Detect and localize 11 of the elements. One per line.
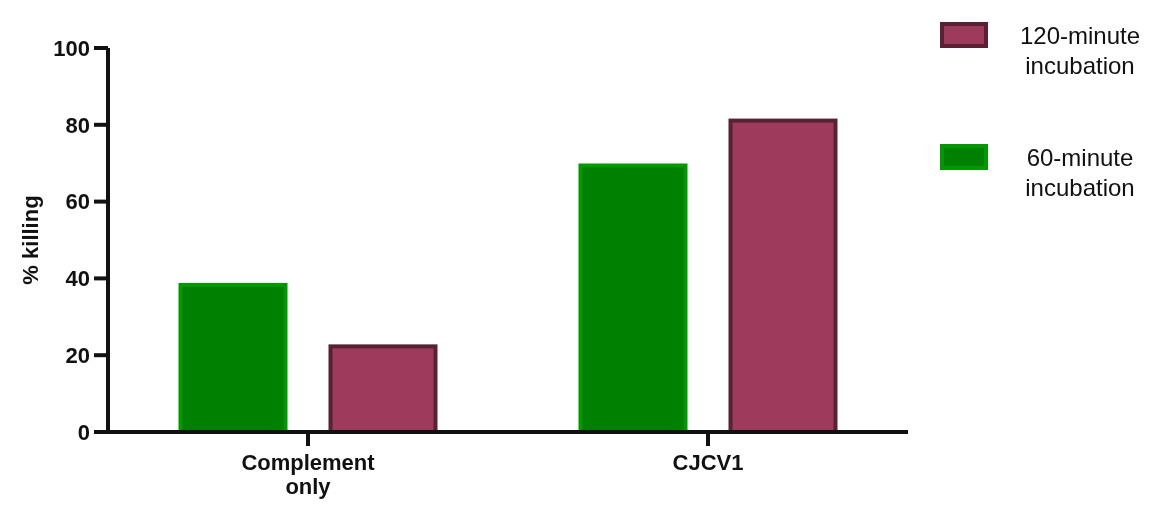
- y-tick-label: 100: [53, 35, 90, 61]
- x-tick-label: Complement only: [241, 450, 376, 499]
- y-tick-label: 80: [65, 112, 90, 138]
- legend-label: 60-minute incubation: [1025, 144, 1135, 201]
- y-tick-label: 20: [65, 342, 90, 368]
- y-tick-label: 0: [77, 419, 90, 445]
- y-axis-title: % killing: [18, 195, 43, 285]
- y-tick-label: 40: [65, 266, 90, 292]
- legend-label: 120-minute incubation: [1019, 22, 1141, 79]
- x-tick-label: CJCV1: [672, 450, 744, 475]
- y-tick-label: 60: [65, 189, 90, 215]
